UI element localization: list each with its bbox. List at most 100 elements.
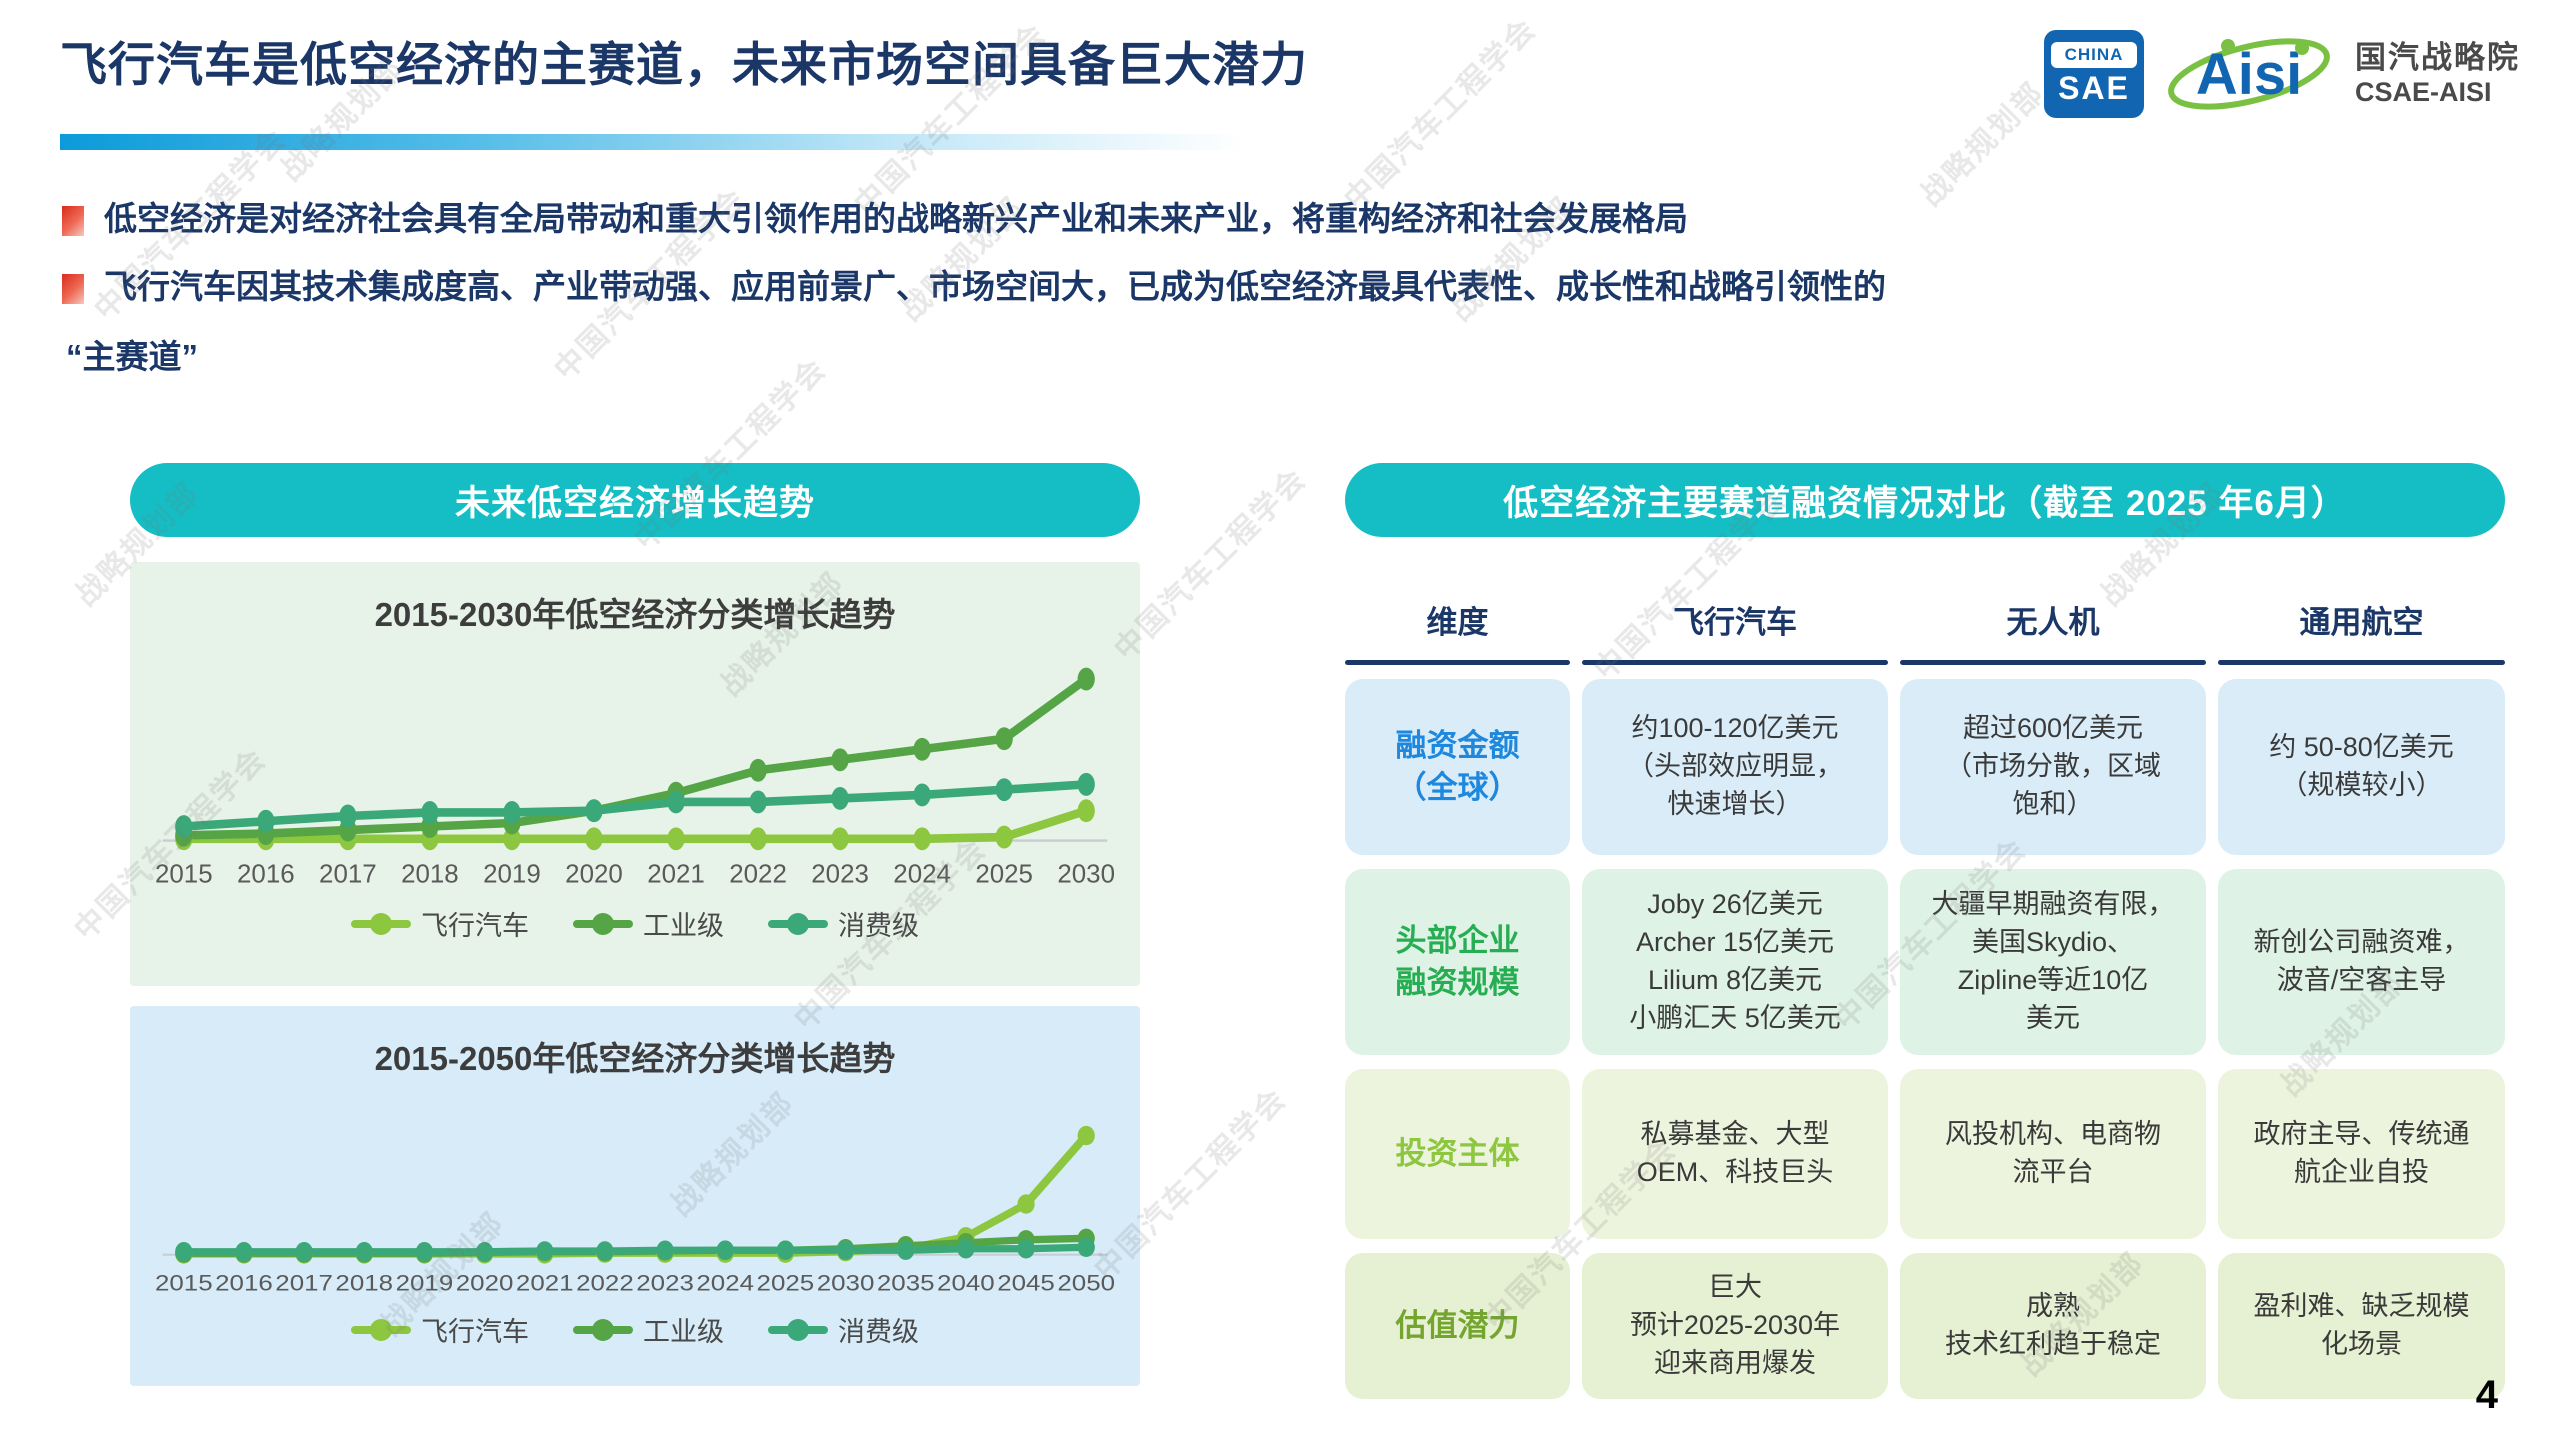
- page-title: 飞行汽车是低空经济的主赛道，未来市场空间具备巨大潜力: [60, 38, 1308, 91]
- watermark-text: 战略规划部: [1914, 76, 2051, 213]
- svg-text:2017: 2017: [319, 861, 377, 889]
- svg-text:2023: 2023: [811, 861, 869, 889]
- column-header-label: 通用航空: [2299, 605, 2424, 640]
- svg-text:2045: 2045: [997, 1271, 1055, 1296]
- financing-comparison-table: 维度 飞行汽车 无人机 通用航空 融资金额 （全球） 约100-120亿美元 （…: [1345, 583, 2505, 1399]
- svg-text:2022: 2022: [729, 861, 787, 889]
- svg-text:2020: 2020: [565, 861, 623, 889]
- org-name-block: 国汽战略院 CSAE-AISI: [2355, 39, 2520, 109]
- svg-text:2020: 2020: [456, 1271, 514, 1296]
- svg-text:2022: 2022: [576, 1271, 634, 1296]
- china-sae-logo-bottom-label: SAE: [2058, 69, 2130, 106]
- aisi-logo-text: Aisi: [2196, 42, 2302, 107]
- bullet-text-1: 低空经济是对经济社会具有全局带动和重大引领作用的战略新兴产业和未来产业，将重构经…: [104, 200, 1688, 237]
- bullet-item-2: 飞行汽车因其技术集成度高、产业带动强、应用前景广、市场空间大，已成为低空经济最具…: [62, 266, 2512, 309]
- table-cell: 私募基金、大型 OEM、科技巨头: [1582, 1069, 1888, 1239]
- legend-item: 消费级: [768, 904, 919, 943]
- legend-label: 工业级: [643, 911, 724, 941]
- svg-text:2021: 2021: [647, 861, 705, 889]
- org-name-cn: 国汽战略院: [2355, 40, 2520, 76]
- logo-group: CHINA SAE Aisi 国汽战略院 CSAE-AISI: [2044, 28, 2520, 120]
- legend-dot-icon: [787, 1318, 809, 1341]
- legend-label: 消费级: [838, 1317, 919, 1347]
- svg-text:2015: 2015: [155, 861, 213, 889]
- china-sae-logo: CHINA SAE: [2044, 30, 2144, 118]
- legend-label: 工业级: [643, 1317, 724, 1347]
- column-header-dimension: 维度: [1345, 583, 1570, 665]
- legend-label: 消费级: [838, 911, 919, 941]
- legend-line-icon: [351, 912, 411, 935]
- svg-text:2024: 2024: [696, 1271, 754, 1296]
- table-cell: 政府主导、传统通 航企业自投: [2218, 1069, 2505, 1239]
- legend-label: 飞行汽车: [421, 911, 529, 941]
- bullet-square-icon: [62, 206, 84, 236]
- line-chart-2015-2030-svg: 2015 2016 2017 2018 2019 2020 2021 2022 2023 2024…: [155, 667, 1115, 889]
- growth-chart-2015-2030-panel: 2015-2030年低空经济分类增长趋势 2015 2016 2017 2018 201…: [130, 562, 1140, 986]
- legend-item: 工业级: [573, 904, 724, 943]
- column-underline: [1900, 660, 2206, 665]
- svg-text:2018: 2018: [401, 861, 459, 889]
- column-header-label: 无人机: [2006, 605, 2100, 640]
- china-sae-logo-top-label: CHINA: [2051, 41, 2137, 68]
- svg-text:2021: 2021: [516, 1271, 574, 1296]
- legend-label: 飞行汽车: [421, 1317, 529, 1347]
- table-cell: 约 50-80亿美元 （规模较小）: [2218, 679, 2505, 855]
- column-header-drone: 无人机: [1900, 583, 2206, 665]
- table-cell: 巨大 预计2025-2030年 迎来商用爆发: [1582, 1253, 1888, 1399]
- legend-dot-icon: [370, 912, 392, 935]
- chart-title-2015-2030: 2015-2030年低空经济分类增长趋势: [374, 596, 896, 633]
- right-section-header: 低空经济主要赛道融资情况对比（截至 2025 年6月）: [1345, 463, 2505, 537]
- table-cell: 超过600亿美元 （市场分散，区域 饱和）: [1900, 679, 2206, 855]
- svg-text:2040: 2040: [937, 1271, 995, 1296]
- svg-text:2023: 2023: [636, 1271, 694, 1296]
- svg-text:2030: 2030: [1057, 861, 1115, 889]
- legend-dot-icon: [592, 912, 614, 935]
- svg-text:2016: 2016: [215, 1271, 273, 1296]
- bullet-text-2: 飞行汽车因其技术集成度高、产业带动强、应用前景广、市场空间大，已成为低空经济最具…: [104, 268, 1886, 305]
- dimension-cell-top-companies: 头部企业 融资规模: [1345, 869, 1570, 1055]
- svg-text:2024: 2024: [893, 861, 951, 889]
- svg-text:2030: 2030: [817, 1271, 875, 1296]
- svg-text:2050: 2050: [1057, 1271, 1115, 1296]
- column-underline: [2218, 660, 2505, 665]
- legend-line-icon: [768, 1318, 828, 1341]
- svg-text:2018: 2018: [335, 1271, 393, 1296]
- bullet-item-3: “主赛道”: [66, 336, 2516, 379]
- table-cell: 新创公司融资难， 波音/空客主导: [2218, 869, 2505, 1055]
- legend-item: 工业级: [573, 1310, 724, 1349]
- svg-text:2019: 2019: [396, 1271, 454, 1296]
- legend-dot-icon: [592, 1318, 614, 1341]
- column-underline: [1582, 660, 1888, 665]
- legend-item: 飞行汽车: [351, 1310, 529, 1349]
- chart-legend: 飞行汽车 工业级 消费级: [351, 1310, 919, 1349]
- table-cell: 成熟 技术红利趋于稳定: [1900, 1253, 2206, 1399]
- chart-legend: 飞行汽车 工业级 消费级: [351, 904, 919, 943]
- svg-text:2016: 2016: [237, 861, 295, 889]
- legend-line-icon: [351, 1318, 411, 1341]
- dimension-cell-valuation-potential: 估值潜力: [1345, 1253, 1570, 1399]
- bullet-square-icon: [62, 274, 84, 304]
- legend-line-icon: [768, 912, 828, 935]
- column-header-label: 飞行汽车: [1673, 605, 1797, 640]
- column-underline: [1345, 660, 1570, 665]
- table-cell: 大疆早期融资有限， 美国Skydio、 Zipline等近10亿 美元: [1900, 869, 2206, 1055]
- dimension-cell-investors: 投资主体: [1345, 1069, 1570, 1239]
- legend-line-icon: [573, 1318, 633, 1341]
- dimension-cell-funding-amount: 融资金额 （全球）: [1345, 679, 1570, 855]
- column-header-general-aviation: 通用航空: [2218, 583, 2505, 665]
- table-cell: 约100-120亿美元 （头部效应明显， 快速增长）: [1582, 679, 1888, 855]
- left-section-header: 未来低空经济增长趋势: [130, 463, 1140, 537]
- svg-text:2035: 2035: [877, 1271, 935, 1296]
- legend-dot-icon: [370, 1318, 392, 1341]
- legend-line-icon: [573, 912, 633, 935]
- svg-text:2025: 2025: [757, 1271, 815, 1296]
- line-chart-2015-2050-svg: 2015 2016 2017 2018 2019 2020 2021 2022 2023 2024…: [155, 1125, 1115, 1296]
- chart-title-2015-2050: 2015-2050年低空经济分类增长趋势: [374, 1040, 896, 1077]
- growth-chart-2015-2050-panel: 2015-2050年低空经济分类增长趋势 2015 2016 2017 2018 201…: [130, 1006, 1140, 1386]
- legend-item: 消费级: [768, 1310, 919, 1349]
- bullet-item-1: 低空经济是对经济社会具有全局带动和重大引领作用的战略新兴产业和未来产业，将重构经…: [62, 198, 2512, 241]
- page-number: 4: [2475, 1373, 2498, 1417]
- svg-text:2017: 2017: [275, 1271, 333, 1296]
- column-header-flying-car: 飞行汽车: [1582, 583, 1888, 665]
